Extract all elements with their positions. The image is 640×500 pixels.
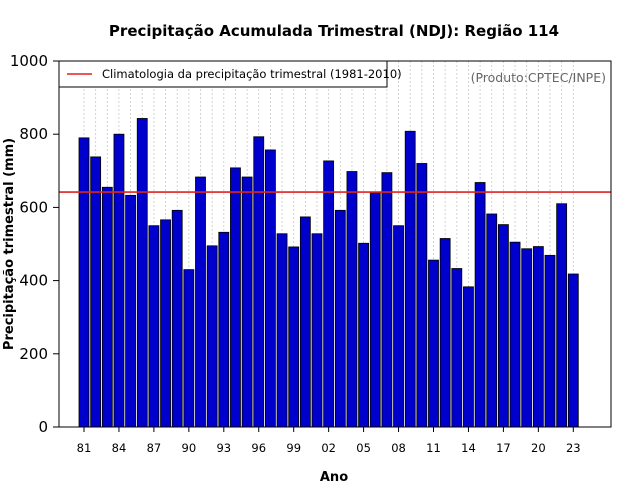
bar-16 [486, 213, 498, 428]
bar-84 [113, 133, 125, 428]
x-tick-label: 20 [531, 441, 546, 455]
bar-81 [78, 137, 90, 428]
bar-95 [241, 176, 253, 428]
y-tick-label: 800 [19, 125, 48, 143]
x-tick-label: 93 [216, 441, 231, 455]
bar-03 [334, 209, 346, 428]
bar-13 [451, 268, 463, 428]
x-tick-label: 96 [251, 441, 266, 455]
bar-09 [404, 130, 416, 428]
bars [78, 118, 579, 428]
bar-06 [369, 192, 381, 428]
product-annotation: (Produto:CPTEC/INPE) [471, 70, 606, 85]
bar-08 [393, 225, 404, 428]
bar-86 [136, 118, 148, 428]
bar-85 [125, 194, 136, 428]
bar-82 [90, 156, 102, 428]
bar-10 [416, 163, 428, 428]
x-tick-label: 87 [147, 441, 162, 455]
bar-17 [497, 224, 509, 428]
x-axis-title: Ano [320, 470, 348, 485]
bar-20 [532, 246, 544, 428]
bar-19 [521, 248, 533, 428]
bar-02 [323, 160, 335, 428]
bar-12 [439, 238, 451, 428]
x-tick-label: 02 [321, 441, 336, 455]
bar-22 [556, 203, 568, 428]
x-tick-label: 14 [461, 441, 476, 455]
bar-92 [206, 245, 218, 428]
x-tick-label: 17 [496, 441, 511, 455]
bar-87 [148, 225, 160, 428]
bar-88 [160, 219, 171, 428]
y-axis-title: Precipitação trimestral (mm) [2, 138, 17, 350]
bar-07 [381, 172, 393, 428]
y-tick-label: 600 [19, 198, 48, 216]
bar-14 [463, 286, 474, 428]
y-tick-label: 200 [19, 345, 48, 363]
bar-11 [428, 259, 439, 428]
x-tick-label: 08 [391, 441, 406, 455]
x-tick-label: 11 [426, 441, 441, 455]
bar-23 [567, 273, 579, 428]
bar-91 [195, 176, 206, 428]
legend: Climatologia da precipitação trimestral … [58, 60, 402, 88]
chart-title: Precipitação Acumulada Trimestral (NDJ):… [109, 22, 559, 40]
legend-box [58, 60, 388, 88]
axes: 0 200 400 600 800 1000 81 84 87 90 93 96 99 02 05 08 11 1… [10, 52, 581, 455]
bar-04 [346, 171, 358, 428]
bar-93 [218, 231, 230, 428]
x-tick-label: 90 [182, 441, 197, 455]
y-tick-label: 400 [19, 272, 48, 290]
bar-89 [171, 209, 183, 428]
bar-83 [101, 186, 113, 428]
bar-96 [253, 136, 265, 428]
x-tick-label: 81 [77, 441, 92, 455]
x-tick-label: 99 [286, 441, 301, 455]
bar-00 [299, 216, 311, 428]
bar-01 [311, 233, 323, 428]
bar-90 [183, 269, 195, 428]
bar-15 [474, 182, 486, 428]
bar-94 [230, 167, 241, 428]
x-tick-label: 84 [112, 441, 127, 455]
bar-05 [358, 242, 370, 428]
legend-label: Climatologia da precipitação trimestral … [102, 67, 402, 81]
y-tick-label: 1000 [10, 52, 48, 70]
bar-21 [544, 254, 556, 428]
bar-18 [509, 241, 521, 428]
bar-99 [288, 246, 300, 428]
x-tick-label: 23 [566, 441, 581, 455]
x-tick-label: 05 [356, 441, 371, 455]
y-tick-label: 0 [38, 418, 48, 436]
bar-98 [276, 233, 288, 428]
